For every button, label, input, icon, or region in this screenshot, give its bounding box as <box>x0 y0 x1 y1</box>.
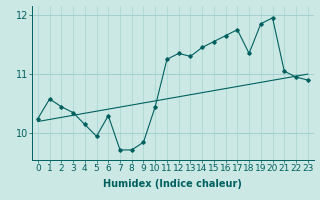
X-axis label: Humidex (Indice chaleur): Humidex (Indice chaleur) <box>103 179 242 189</box>
